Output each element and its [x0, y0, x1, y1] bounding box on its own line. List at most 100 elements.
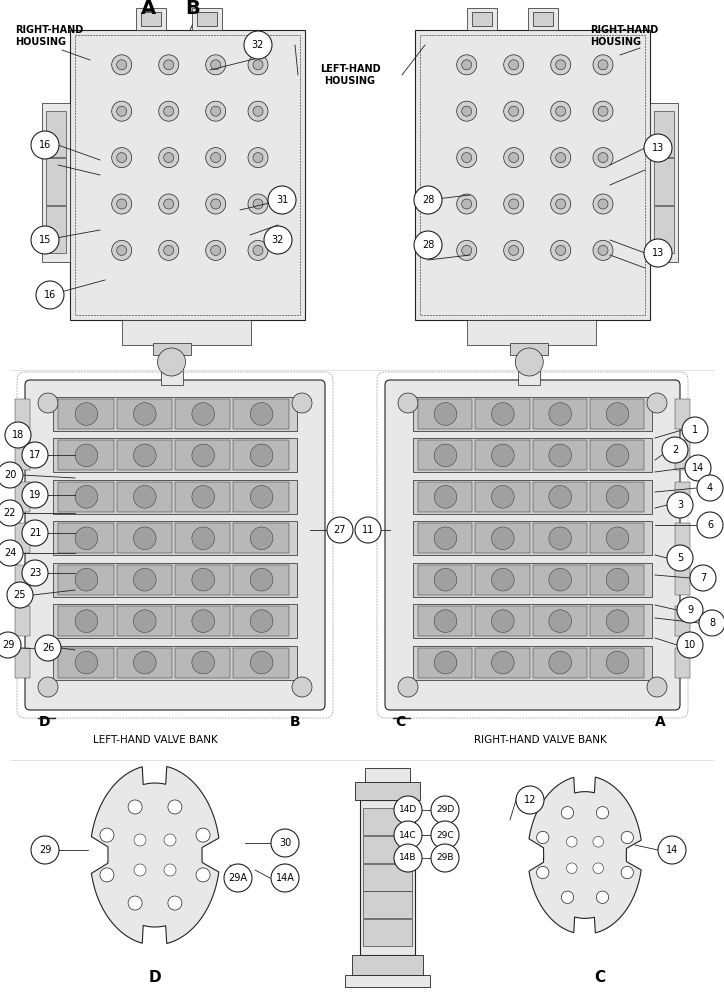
Circle shape: [690, 565, 716, 591]
Bar: [475, 523, 529, 553]
Circle shape: [134, 834, 146, 846]
Circle shape: [621, 866, 634, 879]
Circle shape: [192, 403, 214, 425]
Circle shape: [697, 512, 723, 538]
Circle shape: [431, 796, 459, 824]
Text: 13: 13: [652, 143, 664, 153]
Circle shape: [699, 610, 724, 636]
Bar: [46, 110, 66, 157]
Bar: [475, 440, 529, 470]
Bar: [117, 565, 172, 595]
Text: C: C: [594, 970, 605, 985]
Bar: [532, 606, 587, 636]
Bar: [418, 523, 472, 553]
Circle shape: [5, 422, 31, 448]
Circle shape: [111, 240, 132, 260]
Circle shape: [515, 348, 543, 376]
Circle shape: [268, 186, 296, 214]
Circle shape: [598, 199, 608, 209]
Circle shape: [206, 101, 226, 121]
Text: 29C: 29C: [436, 830, 454, 840]
Circle shape: [164, 106, 174, 116]
Circle shape: [394, 821, 422, 849]
Text: 23: 23: [29, 568, 41, 578]
Circle shape: [22, 560, 48, 586]
Bar: [675, 399, 690, 429]
Circle shape: [158, 348, 185, 376]
Circle shape: [551, 194, 571, 214]
Circle shape: [504, 148, 523, 168]
Circle shape: [7, 582, 33, 608]
Circle shape: [75, 651, 98, 674]
Bar: [413, 563, 652, 597]
Bar: [42, 103, 70, 262]
Circle shape: [251, 527, 273, 550]
Circle shape: [111, 55, 132, 75]
Circle shape: [434, 651, 457, 674]
Circle shape: [100, 828, 114, 842]
Circle shape: [159, 148, 179, 168]
Bar: [418, 440, 472, 470]
Circle shape: [561, 807, 573, 819]
Circle shape: [75, 527, 98, 550]
Circle shape: [159, 240, 179, 260]
Bar: [197, 12, 217, 26]
Circle shape: [75, 444, 98, 467]
Bar: [53, 480, 297, 514]
Bar: [532, 565, 587, 595]
Circle shape: [264, 226, 292, 254]
Text: 17: 17: [29, 450, 41, 460]
Circle shape: [206, 148, 226, 168]
Circle shape: [658, 836, 686, 864]
Bar: [590, 648, 644, 678]
Circle shape: [682, 417, 708, 443]
Circle shape: [117, 199, 127, 209]
Circle shape: [566, 863, 577, 873]
Circle shape: [492, 527, 514, 550]
Bar: [58, 440, 114, 470]
Circle shape: [606, 568, 629, 591]
Circle shape: [164, 864, 176, 876]
Bar: [53, 646, 297, 680]
Bar: [590, 440, 644, 470]
Circle shape: [133, 568, 156, 591]
Text: 15: 15: [39, 235, 51, 245]
Polygon shape: [91, 766, 219, 944]
Circle shape: [251, 568, 273, 591]
Circle shape: [606, 403, 629, 425]
Circle shape: [606, 651, 629, 674]
Circle shape: [0, 540, 23, 566]
Bar: [15, 399, 30, 429]
Circle shape: [685, 455, 711, 481]
Bar: [654, 206, 674, 253]
Circle shape: [492, 610, 514, 632]
Circle shape: [22, 482, 48, 508]
Text: 29: 29: [2, 640, 14, 650]
Circle shape: [22, 520, 48, 546]
Circle shape: [248, 55, 268, 75]
Circle shape: [128, 800, 142, 814]
Bar: [475, 399, 529, 429]
Circle shape: [211, 245, 221, 255]
Bar: [75, 35, 300, 315]
Circle shape: [414, 186, 442, 214]
Circle shape: [556, 153, 565, 163]
Bar: [53, 563, 297, 597]
Bar: [532, 399, 587, 429]
Circle shape: [598, 153, 608, 163]
Circle shape: [164, 834, 176, 846]
Circle shape: [434, 527, 457, 550]
Circle shape: [75, 610, 98, 632]
Bar: [175, 565, 230, 595]
Bar: [518, 355, 540, 385]
Bar: [53, 521, 297, 555]
Circle shape: [394, 796, 422, 824]
Bar: [15, 606, 30, 636]
Text: 10: 10: [684, 640, 696, 650]
Circle shape: [536, 831, 549, 844]
Circle shape: [434, 403, 457, 425]
Circle shape: [647, 677, 667, 697]
Circle shape: [117, 245, 127, 255]
Circle shape: [111, 148, 132, 168]
Circle shape: [133, 527, 156, 550]
